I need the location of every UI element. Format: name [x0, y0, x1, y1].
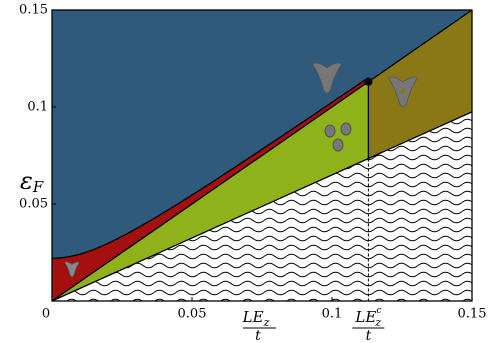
critical-label-den: t — [366, 328, 372, 343]
x-tick-label: 0.05 — [178, 307, 207, 322]
x-tick-label: 0.15 — [458, 307, 487, 322]
x-tick-label: 0 — [42, 307, 50, 322]
critical-label: LEc zt — [352, 306, 385, 343]
fermi-icon-inner — [400, 87, 406, 93]
critical-label-num: LEc z — [354, 306, 381, 330]
x-tick-label: 0.1 — [322, 307, 343, 322]
x-axis-label: LEz t — [242, 308, 276, 343]
y-axis-label: εF — [20, 167, 44, 197]
fermi-pocket — [324, 124, 336, 138]
x-label-num: LEz — [242, 308, 270, 329]
fermi-pocket — [340, 122, 352, 136]
plot-frame — [51, 9, 473, 302]
y-tick-label: 0.1 — [27, 100, 48, 115]
boundary-upper — [51, 9, 473, 302]
fermi-icon — [64, 261, 80, 278]
fermi-icon — [312, 62, 342, 94]
critical-point — [364, 77, 373, 86]
icons — [64, 62, 418, 278]
region-red — [52, 77, 369, 301]
y-tick-label: 0.15 — [19, 3, 48, 18]
region-olive — [368, 10, 472, 159]
fermi-pocket — [332, 138, 344, 152]
boundary-lower — [51, 111, 473, 302]
x-label-den: t — [255, 328, 261, 343]
y-tick-label: 0.05 — [19, 197, 48, 212]
boundary-curve — [51, 77, 369, 259]
